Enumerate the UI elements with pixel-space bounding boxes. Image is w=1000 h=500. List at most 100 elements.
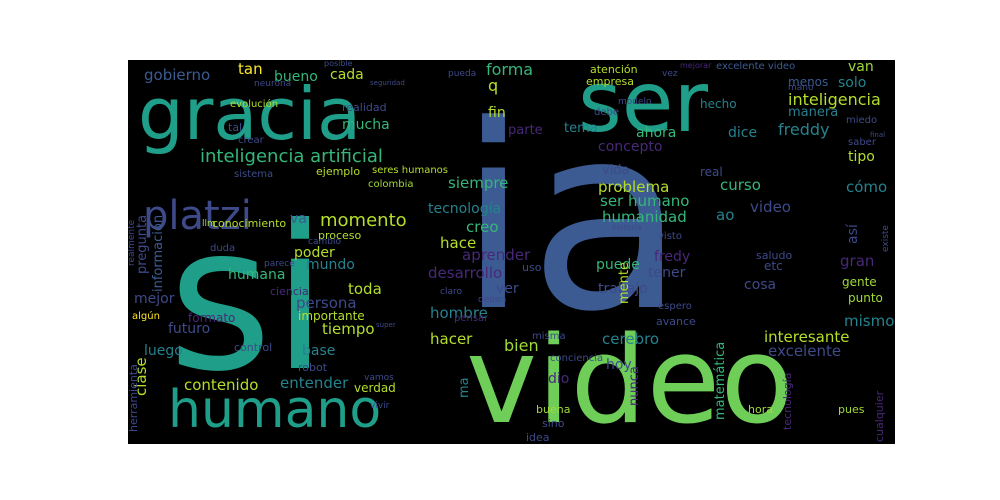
word-ciencia: ciencia bbox=[270, 285, 309, 298]
word-empresa: empresa bbox=[586, 75, 634, 88]
word-claro: claro bbox=[440, 287, 462, 297]
word-video: video bbox=[466, 312, 794, 444]
word-hacer: hacer bbox=[430, 330, 473, 348]
word-platzi: platzi bbox=[143, 193, 252, 239]
word-ma: ma bbox=[457, 377, 472, 398]
word-crear: crear bbox=[238, 135, 264, 146]
word-luego: luego bbox=[144, 343, 183, 359]
word-excelente: excelente bbox=[768, 342, 842, 360]
word-modelo: modelo bbox=[618, 97, 652, 107]
word-real: real bbox=[700, 165, 723, 179]
word-ao: ao bbox=[716, 206, 735, 224]
word-toda: toda bbox=[348, 280, 382, 298]
word-como: cómo bbox=[846, 178, 888, 196]
word-conocimiento: conocimiento bbox=[212, 217, 287, 230]
word-futuro: futuro bbox=[168, 321, 211, 337]
word-humana: humana bbox=[228, 267, 286, 283]
word-miedo: miedo bbox=[846, 115, 878, 126]
word-espero: espero bbox=[658, 301, 692, 312]
word-herramienta: herramienta bbox=[128, 364, 140, 432]
word-uso: uso bbox=[522, 261, 542, 274]
word-existe: existe bbox=[881, 225, 891, 252]
word-asi: así bbox=[845, 224, 861, 244]
word-tan: tan bbox=[238, 60, 263, 78]
word-fin: fin bbox=[488, 105, 506, 121]
word-entender: entender bbox=[280, 374, 349, 392]
word-fredy: fredy bbox=[654, 249, 691, 265]
word-mejor: mejor bbox=[134, 291, 175, 307]
word-cambio: cambio bbox=[308, 237, 341, 247]
word-dio: dio bbox=[548, 371, 570, 387]
word-etc: etc bbox=[764, 259, 783, 273]
word-informacion: información bbox=[151, 214, 166, 292]
word-poder: poder bbox=[294, 245, 335, 261]
word-control: control bbox=[234, 341, 273, 354]
word-inteligencia-artificial: inteligencia artificial bbox=[200, 146, 383, 167]
word-curso: curso bbox=[720, 176, 761, 194]
word-tema: tema bbox=[564, 121, 598, 136]
word-inteligencia: inteligencia bbox=[788, 90, 881, 109]
word-posible: posible bbox=[324, 60, 353, 68]
word-q: q bbox=[488, 76, 499, 95]
word-momento: momento bbox=[320, 210, 407, 231]
word-contenido: contenido bbox=[184, 376, 259, 394]
word-vida: vida bbox=[602, 163, 630, 178]
word-robot: robot bbox=[298, 361, 328, 374]
word-persona: persona bbox=[296, 294, 357, 312]
word-parte: parte bbox=[508, 123, 543, 138]
word-tiempo: tiempo bbox=[322, 320, 375, 338]
word-video-small: video bbox=[750, 198, 791, 216]
word-mente: mente bbox=[617, 262, 632, 304]
word-bueno: bueno bbox=[274, 69, 318, 85]
word-cosa: cosa bbox=[744, 277, 777, 293]
word-tecnologia-v: tecnología bbox=[781, 372, 794, 430]
word-sino: sino bbox=[542, 417, 565, 430]
word-vez: vez bbox=[662, 69, 678, 79]
word-solo: solo bbox=[838, 75, 867, 91]
word-tipo: tipo bbox=[848, 149, 875, 165]
word-bien: bien bbox=[504, 336, 539, 355]
word-ser: ser bbox=[578, 60, 708, 151]
word-pueda: pueda bbox=[448, 69, 477, 79]
word-interesante: interesante bbox=[764, 328, 850, 346]
word-ejemplo: ejemplo bbox=[316, 165, 361, 178]
word-seres-humanos: seres humanos bbox=[372, 165, 449, 176]
word-deben: deben bbox=[478, 295, 507, 305]
word-historia: historia bbox=[612, 223, 642, 232]
word-importante: importante bbox=[298, 309, 365, 323]
word-hora: hora bbox=[748, 403, 773, 416]
word-dice: dice bbox=[728, 125, 758, 141]
word-hombre: hombre bbox=[430, 304, 488, 322]
word-gracia: gracia bbox=[138, 72, 362, 156]
word-realidad: realidad bbox=[342, 101, 387, 114]
word-mundo: mundo bbox=[306, 257, 355, 273]
word-avance: avance bbox=[656, 315, 696, 328]
word-misma: misma bbox=[532, 331, 566, 342]
word-si: si bbox=[168, 183, 328, 416]
word-desarrollo: desarrollo bbox=[428, 264, 503, 282]
word-matematica: matemática bbox=[713, 341, 728, 420]
word-ver: ver bbox=[496, 281, 519, 297]
word-final: final bbox=[870, 131, 886, 139]
word-concepto: concepto bbox=[598, 139, 663, 155]
word-conciencia: conciencia bbox=[550, 353, 604, 364]
word-ser-humano: ser humano bbox=[600, 192, 690, 210]
word-base: base bbox=[302, 343, 336, 359]
word-punto: punto bbox=[848, 291, 883, 305]
word-hecho: hecho bbox=[700, 97, 737, 111]
word-formato: formato bbox=[188, 311, 236, 325]
word-vamos: vamos bbox=[364, 373, 394, 383]
word-verdad: verdad bbox=[354, 381, 396, 395]
word-ia: ia bbox=[458, 71, 686, 368]
word-excelente-video: excelente video bbox=[716, 61, 796, 72]
word-gente: gente bbox=[842, 275, 877, 289]
word-visto: visto bbox=[658, 231, 682, 242]
word-super: super bbox=[376, 321, 396, 329]
word-parece: parece bbox=[264, 259, 295, 269]
word-mejorar: mejorar bbox=[680, 61, 712, 70]
word-colombia: colombia bbox=[368, 179, 414, 190]
word-puede: puede bbox=[596, 257, 640, 273]
word-debe: debe bbox=[594, 107, 619, 118]
word-mucha: mucha bbox=[342, 117, 390, 133]
word-atencion: atención bbox=[590, 63, 638, 76]
